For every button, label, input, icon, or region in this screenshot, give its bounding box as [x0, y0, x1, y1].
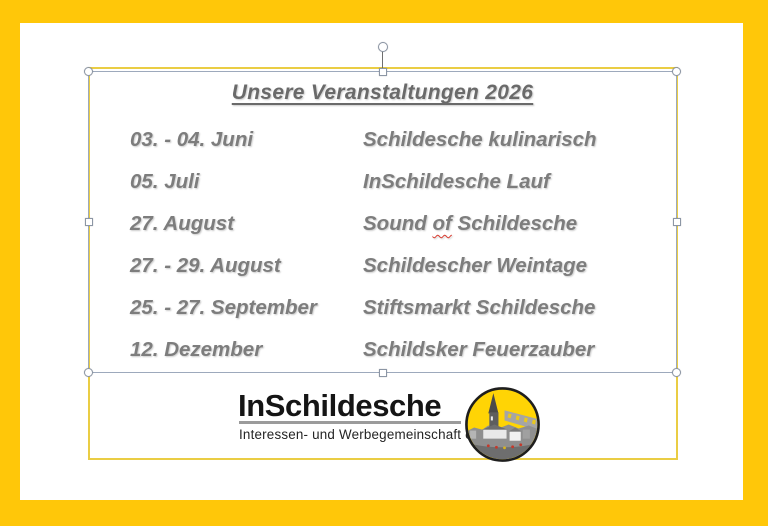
event-name: Sound of Schildesche [363, 212, 578, 235]
event-date: 12. Dezember [130, 338, 263, 361]
event-name: Stiftsmarkt Schildesche [363, 296, 596, 319]
rotation-handle[interactable] [377, 42, 388, 52]
resize-handle-bottom-left[interactable] [84, 368, 93, 377]
resize-handle-bottom-right[interactable] [672, 368, 681, 377]
resize-handle-top-right[interactable] [672, 67, 681, 76]
event-date: 27. - 29. August [130, 254, 281, 277]
logo-wordmark: InSchildesche [238, 388, 442, 423]
event-date: 27. August [130, 212, 235, 235]
event-row: 03. - 04. Juni Schildesche kulinarisch [130, 119, 667, 161]
event-date: 25. - 27. September [130, 296, 317, 319]
resize-handle-top-left[interactable] [84, 67, 93, 76]
events-textbox[interactable]: Unsere Veranstaltungen 2026 03. - 04. Ju… [88, 71, 677, 373]
event-row: 27. - 29. August Schildescher Weintage [130, 245, 667, 287]
misspelled-word: of [432, 212, 452, 235]
event-date: 03. - 04. Juni [130, 128, 254, 151]
events-list: 03. - 04. Juni Schildesche kulinarisch 0… [130, 119, 667, 371]
event-row: 05. Juli InSchildesche Lauf [130, 161, 667, 203]
slide-canvas: Unsere Veranstaltungen 2026 03. - 04. Ju… [20, 23, 743, 500]
event-name: Schildsker Feuerzauber [363, 338, 595, 361]
slide-title: Unsere Veranstaltungen 2026 [231, 81, 534, 104]
event-name: Schildescher Weintage [363, 254, 588, 277]
rotation-handle-stem [382, 51, 383, 68]
resize-handle-right-middle[interactable] [672, 218, 681, 226]
event-name: InSchildesche Lauf [363, 170, 550, 193]
event-date: 05. Juli [130, 170, 200, 193]
resize-handle-bottom-middle[interactable] [378, 368, 387, 377]
resize-handle-left-middle[interactable] [84, 218, 93, 226]
event-name: Schildesche kulinarisch [363, 128, 597, 151]
event-row: 12. Dezember Schildsker Feuerzauber [130, 329, 667, 371]
event-row: 27. August Sound of Schildesche [130, 203, 667, 245]
resize-handle-top-middle[interactable] [378, 67, 387, 76]
logo-subtitle: Interessen- und Werbegemeinschaft e.V. [239, 427, 489, 442]
logo-divider [239, 421, 461, 424]
event-row: 25. - 27. September Stiftsmarkt Schildes… [130, 287, 667, 329]
church-skyline-emblem-icon [465, 387, 540, 462]
